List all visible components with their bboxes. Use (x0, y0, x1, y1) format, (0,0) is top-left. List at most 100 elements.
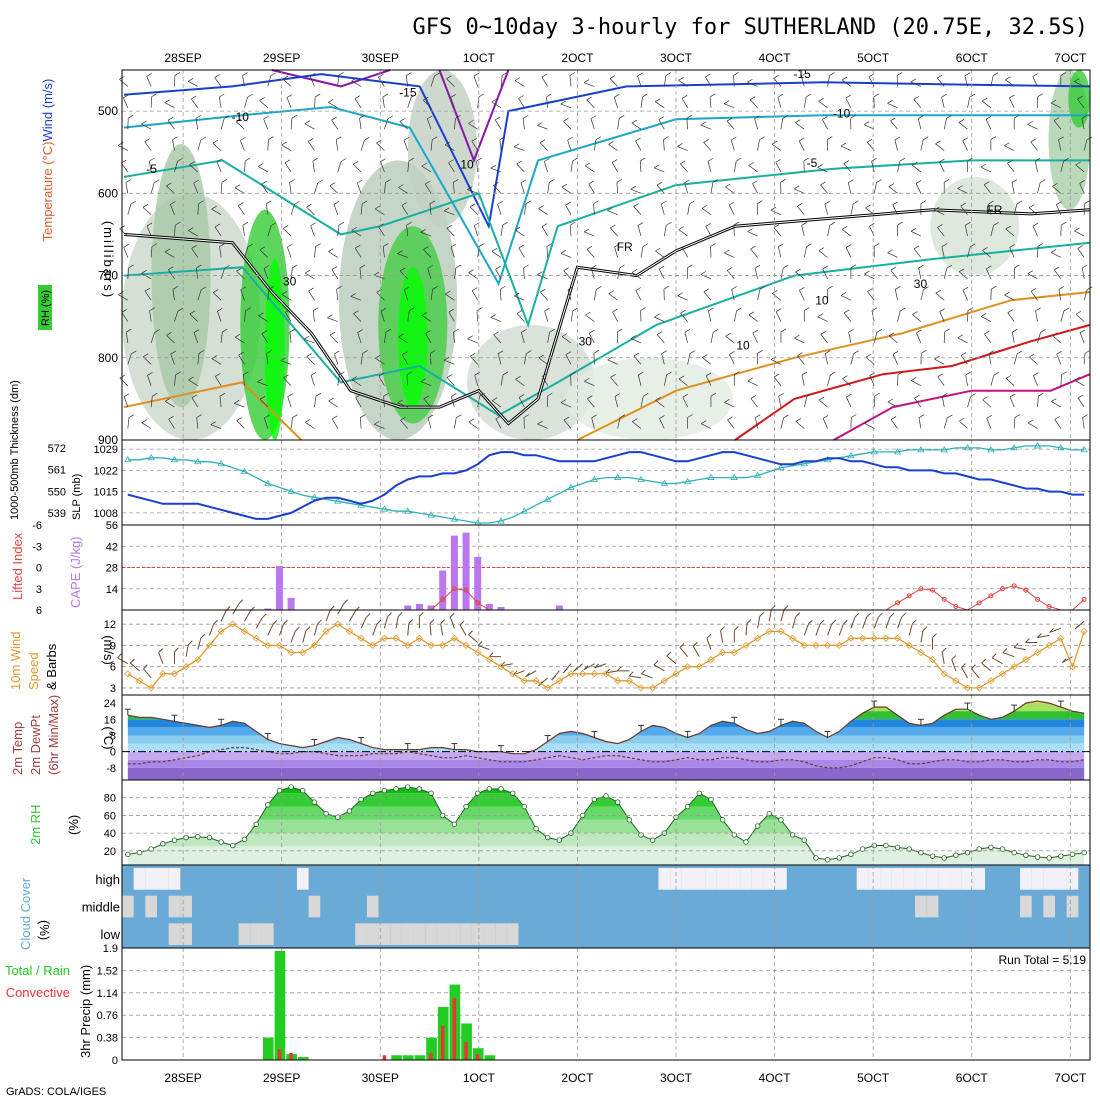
wind-barb (261, 333, 269, 344)
wind-speed-point (590, 670, 598, 678)
wind-barb (523, 267, 525, 279)
lifted-index-point (451, 586, 457, 592)
wind-barb (174, 225, 176, 237)
wind-barb-flag (663, 285, 670, 290)
wind-barb (846, 396, 852, 408)
wind-barb-flag (468, 418, 474, 423)
wind-barb-flag (430, 350, 436, 354)
wind-barb-flag (654, 313, 660, 318)
thickness-marker (730, 473, 738, 480)
wind-barb-flag (130, 200, 137, 205)
lifted-index-point (895, 600, 901, 606)
wind-barb-flag (263, 115, 269, 120)
wind-barb (752, 183, 758, 194)
wind-barb-flag (866, 138, 873, 143)
wind-barb (824, 203, 828, 215)
wind-barb-flag (306, 353, 312, 357)
wind-axis-label: 10m Wind (8, 631, 23, 690)
wind-barb-flag (238, 351, 244, 356)
wind-barb-flag (1004, 291, 1010, 296)
wind-barb (822, 418, 828, 429)
wind-speed-point (194, 656, 202, 664)
wind-barb (1007, 312, 1015, 322)
wind-speed-point (240, 627, 249, 635)
wind-barb-flag (981, 658, 987, 664)
wind-barb (632, 421, 642, 429)
wind-barb-flag (1004, 142, 1010, 147)
wind-barb (850, 616, 856, 629)
wind-barb-flag (771, 605, 776, 610)
wind-barb (570, 161, 573, 173)
wind-barb (123, 97, 129, 108)
wind-barb (1083, 139, 1088, 151)
wind-barb-flag (873, 93, 880, 98)
wind-barb-flag (420, 229, 426, 233)
wind-barb (1075, 313, 1085, 322)
wind-barb (357, 332, 362, 344)
wind-barb (799, 290, 805, 301)
wind-barb-flag (305, 626, 311, 632)
wind-barb-flag (583, 228, 590, 233)
rh-legend-swatch (38, 285, 52, 330)
wind-barb-flag (357, 179, 363, 184)
wind-barb-flag (980, 163, 987, 168)
wind-barb (454, 417, 457, 429)
thickness-axis-label: 1000-500mb Thickness (dm) (9, 380, 21, 520)
wind-barb-flag (935, 140, 941, 145)
wind-barb-flag (259, 246, 266, 251)
wind-barb-flag (708, 307, 714, 312)
wind-barb (700, 124, 712, 130)
wind-barb-flag (874, 243, 880, 247)
wind-barb (446, 377, 455, 386)
contour-label: FR (986, 203, 1002, 217)
wind-barb-flag (614, 94, 620, 98)
ylabel-part: (°C) (40, 142, 55, 169)
wind-barb-flag (403, 136, 410, 141)
wind-barb-flag (164, 248, 171, 253)
wind-barb-flag (939, 158, 945, 163)
wind-barb-flag (1063, 157, 1069, 162)
wind-barb-flag (191, 394, 198, 399)
wind-barb (333, 204, 339, 215)
wind-barb (635, 290, 642, 301)
wind-barb-flag (684, 179, 690, 184)
wind-barb (217, 311, 222, 322)
wind-barb-flag (525, 200, 532, 205)
wind-barb (522, 118, 525, 130)
wind-barb-flag (866, 612, 872, 618)
contour-label: FR (617, 240, 633, 254)
wind-barb-flag (1009, 94, 1015, 99)
wind-barb (524, 203, 527, 215)
cloud-cell (705, 868, 717, 890)
wind-barb-flag (959, 417, 965, 422)
wind-barb-flag (360, 414, 366, 418)
wind-barb-flag (705, 372, 712, 377)
wind-barb (795, 122, 805, 130)
wind-barb (445, 293, 455, 301)
wind-barb-flag (752, 180, 758, 184)
wind-barb-flag (684, 329, 691, 333)
wind-barb-flag (286, 94, 293, 98)
wind-barb-flag (446, 374, 453, 378)
precip-total-bar (402, 1055, 414, 1060)
wind-barb-flag (1027, 121, 1033, 125)
wind-barb-flag (117, 653, 122, 659)
wind-barb-flag (1014, 114, 1020, 119)
wind-barb (892, 204, 898, 215)
contour-label: 30 (914, 277, 928, 291)
wind-barb (150, 182, 155, 194)
wind-speed-point (905, 641, 913, 649)
wind-barb (360, 353, 363, 365)
ylabel-part: (m/s) (40, 79, 55, 112)
wind-barb-flag (448, 308, 455, 313)
wind-barb-flag (642, 93, 648, 98)
wind-barb (778, 396, 782, 408)
wind-barb-flag (746, 619, 752, 624)
wind-barb (443, 210, 455, 216)
wind-barb (383, 616, 388, 629)
wind-barb-flag (502, 72, 508, 76)
cloud-level-label: middle (82, 900, 120, 915)
wind-barb (430, 139, 433, 151)
wind-barb (174, 161, 178, 173)
wind-barb (750, 248, 758, 258)
